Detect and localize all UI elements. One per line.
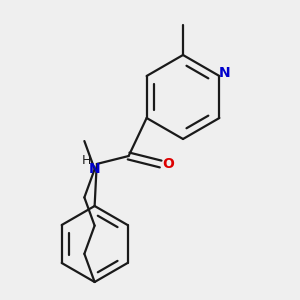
Text: H: H xyxy=(82,154,91,166)
Text: N: N xyxy=(89,162,100,176)
Text: O: O xyxy=(163,157,175,171)
Text: N: N xyxy=(219,66,230,80)
